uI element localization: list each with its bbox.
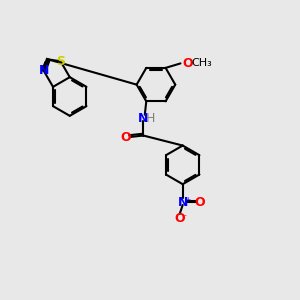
Text: S: S: [56, 55, 65, 68]
Text: O: O: [174, 212, 185, 225]
Text: N: N: [138, 112, 148, 125]
Text: N: N: [178, 196, 188, 208]
Text: ⁻: ⁻: [182, 213, 187, 224]
Text: N: N: [39, 64, 49, 77]
Text: O: O: [120, 130, 131, 143]
Text: O: O: [194, 196, 205, 208]
Text: O: O: [182, 57, 193, 70]
Text: ⁺: ⁺: [185, 197, 191, 207]
Text: H: H: [146, 112, 155, 125]
Text: CH₃: CH₃: [192, 58, 212, 68]
